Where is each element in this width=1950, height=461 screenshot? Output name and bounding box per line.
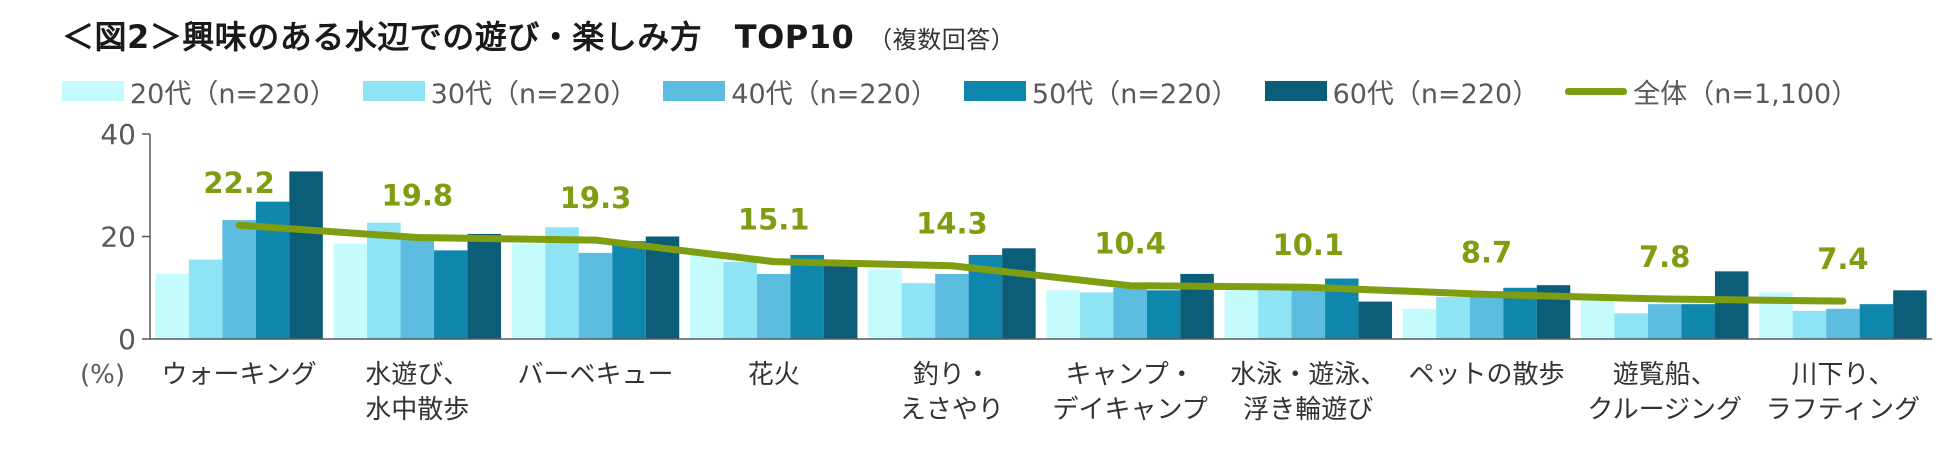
bar-20s-8 — [1580, 296, 1615, 339]
total-data-label: 8.7 — [1461, 235, 1512, 269]
category-label: 遊覧船、 — [1613, 360, 1717, 390]
bar-60s-0 — [289, 171, 323, 339]
bar-40s-8 — [1647, 304, 1682, 339]
legend-item-20s: 20代（n=220） — [62, 72, 337, 111]
legend-swatch-40s — [663, 81, 726, 101]
category-label: 浮き輪遊び — [1243, 395, 1373, 425]
bar-20s-2 — [511, 243, 546, 339]
category-label: 釣り・ — [913, 360, 991, 390]
bar-50s-0 — [255, 201, 290, 339]
total-line — [235, 221, 1847, 305]
bar-60s-1 — [467, 233, 502, 339]
total-data-label: 14.3 — [916, 207, 988, 241]
bar-20s-3 — [689, 254, 724, 339]
bar-20s-4 — [868, 269, 902, 339]
legend-swatch-20s — [62, 81, 124, 101]
bar-30s-1 — [367, 222, 401, 339]
bar-60s-8 — [1714, 271, 1749, 339]
bar-40s-4 — [935, 273, 969, 339]
bar-30s-5 — [1079, 292, 1114, 339]
title-main: ＜図2＞興味のある水辺での遊び・楽しみ方 TOP10 — [62, 18, 855, 56]
category-label: バーベキュー — [517, 360, 673, 390]
total-data-label: 22.2 — [203, 166, 275, 200]
category-label: 水泳・遊泳、 — [1230, 360, 1386, 390]
bar-50s-1 — [434, 250, 468, 339]
total-data-label: 10.4 — [1094, 227, 1166, 261]
category-label: えさやり — [900, 395, 1004, 425]
legend-label-40s: 40代（n=220） — [731, 78, 938, 110]
legend-label-20s: 20代（n=220） — [130, 78, 337, 110]
total-data-label: 10.1 — [1273, 228, 1345, 262]
legend-swatch-30s — [362, 81, 425, 101]
bar-20s-5 — [1046, 290, 1080, 339]
bar-20s-0 — [155, 273, 189, 339]
total-data-label: 7.4 — [1817, 242, 1868, 276]
bar-20s-6 — [1224, 290, 1259, 339]
total-data-label: 7.8 — [1639, 240, 1690, 274]
bar-40s-6 — [1291, 290, 1326, 339]
bar-60s-6 — [1358, 301, 1393, 339]
bar-30s-8 — [1614, 313, 1648, 339]
chart-legend: 20代（n=220） 30代（n=220） 40代（n=220） 50代（n=220）… — [62, 72, 1858, 111]
bar-30s-7 — [1436, 296, 1470, 339]
bar-60s-2 — [645, 236, 680, 339]
legend-swatch-total — [1565, 87, 1628, 95]
y-tick-label: 40 — [100, 118, 136, 151]
category-label: ラフティング — [1766, 395, 1920, 425]
bar-50s-9 — [1859, 304, 1894, 339]
category-label: ウォーキング — [161, 360, 316, 390]
bar-50s-5 — [1146, 290, 1181, 339]
legend-swatch-50s — [963, 81, 1026, 101]
total-data-label: 19.3 — [560, 181, 632, 215]
bar-50s-3 — [790, 254, 824, 339]
legend-item-30s: 30代（n=220） — [362, 72, 638, 111]
bar-40s-3 — [756, 273, 791, 339]
category-label: 水遊び、 — [365, 360, 469, 390]
bar-30s-2 — [545, 227, 579, 339]
legend-label-60s: 60代（n=220） — [1332, 78, 1540, 110]
category-label: クルージング — [1587, 395, 1742, 425]
legend-label-30s: 30代（n=220） — [430, 78, 638, 110]
bar-60s-9 — [1893, 290, 1927, 339]
total-data-label: 19.8 — [382, 179, 454, 213]
bar-60s-4 — [1002, 248, 1036, 339]
legend-label-total: 全体（n=1,100） — [1633, 78, 1859, 110]
y-tick-label: 20 — [100, 221, 136, 254]
bar-50s-2 — [612, 241, 646, 339]
bar-60s-3 — [823, 262, 858, 339]
bar-30s-6 — [1258, 290, 1292, 339]
bar-40s-1 — [400, 236, 435, 339]
bar-20s-7 — [1402, 308, 1437, 339]
category-label: 川下り、 — [1791, 360, 1894, 390]
category-label: ペットの散歩 — [1408, 360, 1564, 390]
bar-50s-8 — [1681, 304, 1715, 339]
bar-40s-9 — [1826, 308, 1860, 339]
y-tick-label: 0 — [118, 323, 136, 356]
legend-swatch-60s — [1264, 81, 1327, 101]
bar-40s-5 — [1113, 287, 1147, 339]
y-axis-unit: (%) — [80, 360, 125, 390]
category-label: 水中散歩 — [365, 395, 469, 425]
category-label: 花火 — [748, 360, 800, 390]
legend-item-40s: 40代（n=220） — [663, 72, 938, 111]
title-subtitle: （複数回答） — [868, 26, 1016, 54]
bar-30s-3 — [723, 262, 757, 339]
category-label: デイキャンプ — [1052, 395, 1207, 425]
bar-30s-9 — [1792, 310, 1827, 339]
bar-40s-0 — [222, 220, 256, 339]
legend-label-50s: 50代（n=220） — [1031, 78, 1239, 110]
bar-30s-0 — [188, 259, 223, 339]
legend-item-total: 全体（n=1,100） — [1565, 72, 1858, 111]
category-label: キャンプ・ — [1065, 360, 1194, 390]
chart-title: ＜図2＞興味のある水辺での遊び・楽しみ方 TOP10 （複数回答） — [62, 12, 1015, 58]
legend-item-60s: 60代（n=220） — [1264, 72, 1540, 111]
bar-40s-7 — [1469, 292, 1504, 339]
total-data-label: 15.1 — [738, 203, 810, 237]
bar-30s-4 — [901, 283, 936, 339]
legend-item-50s: 50代（n=220） — [963, 72, 1239, 111]
bar-20s-1 — [333, 243, 368, 339]
bar-40s-2 — [578, 252, 613, 339]
